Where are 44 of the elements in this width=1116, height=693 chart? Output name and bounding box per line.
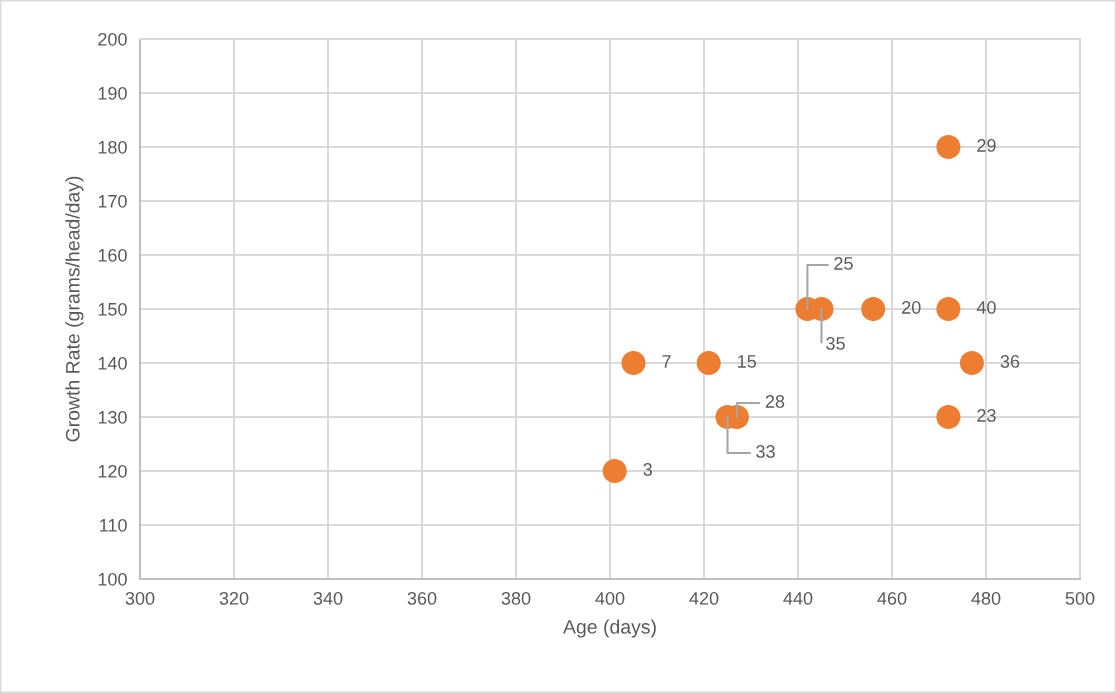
point (696, 350, 721, 376)
annotation: 7 (662, 355, 671, 368)
x-axis-title: Age (days) (563, 619, 656, 638)
x-tick-label: 440 (783, 591, 813, 605)
point (936, 134, 961, 160)
annotation: 20 (902, 301, 921, 314)
x-tick-label: 380 (501, 591, 531, 605)
x-tick-label: 420 (689, 591, 719, 605)
y-tick-label: 200 (98, 32, 127, 46)
x-tick-label: 460 (877, 591, 907, 605)
x-tick-label: 360 (407, 591, 437, 605)
x-tick-label: 320 (219, 591, 249, 605)
annotation: 23 (977, 409, 996, 422)
y-tick-label: 130 (98, 410, 127, 424)
x-tick-label: 500 (1065, 591, 1095, 605)
x-tick-label: 340 (313, 591, 343, 605)
annotation: 25 (834, 257, 853, 270)
point (936, 296, 961, 322)
y-tick-label: 170 (98, 194, 127, 208)
annotation: 28 (765, 395, 785, 408)
y-tick-label: 120 (98, 464, 127, 478)
annotation: 29 (977, 139, 996, 152)
point (621, 350, 646, 376)
y-tick-label: 140 (98, 356, 127, 370)
x-tick-label: 300 (125, 591, 155, 605)
annotation: 40 (976, 301, 996, 314)
annotation: 35 (826, 337, 845, 350)
annotation: 15 (738, 355, 757, 368)
point (602, 458, 627, 484)
y-tick-label: 100 (98, 572, 127, 586)
y-tick-label: 190 (98, 86, 127, 100)
x-tick-label: 400 (595, 591, 625, 605)
annotation: 36 (1000, 355, 1020, 368)
x-tick-label: 480 (971, 591, 1001, 605)
y-tick-label: 150 (98, 302, 127, 316)
point (861, 296, 886, 322)
annotation: 3 (643, 463, 652, 476)
y-tick-label: 110 (100, 518, 127, 532)
point (959, 350, 984, 376)
y-tick-label: 180 (98, 140, 127, 154)
y-axis-title: Growth Rate (grams/head/day) (65, 176, 84, 442)
point (936, 404, 961, 430)
y-tick-label: 160 (98, 248, 127, 262)
annotation: 33 (756, 445, 775, 458)
